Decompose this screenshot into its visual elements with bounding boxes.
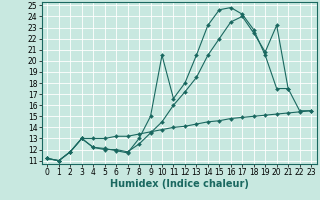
X-axis label: Humidex (Indice chaleur): Humidex (Indice chaleur) [110, 179, 249, 189]
